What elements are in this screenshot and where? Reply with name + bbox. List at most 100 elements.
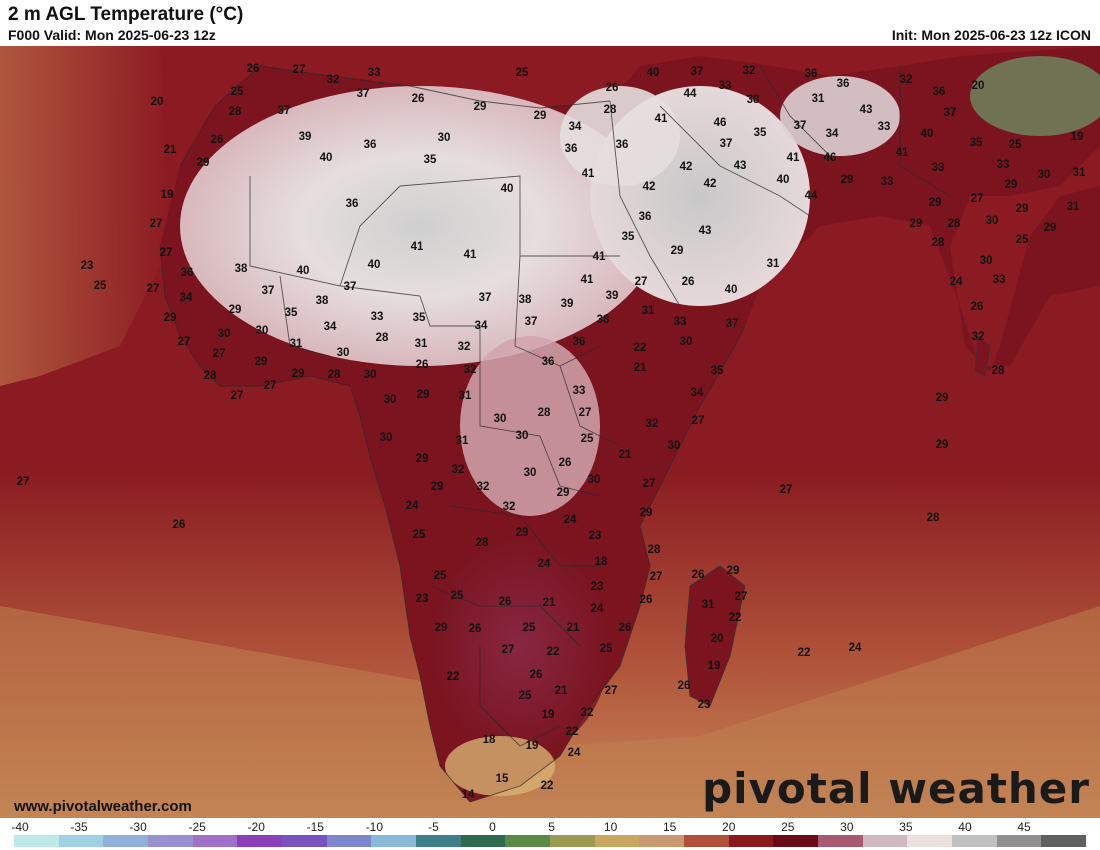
temperature-label: 34 [179, 292, 193, 304]
sri-lanka-outline [974, 335, 991, 377]
map-canvas [0, 46, 1100, 818]
temperature-label: 37 [793, 120, 807, 132]
temperature-label: 37 [478, 292, 492, 304]
color-scale-segment [326, 835, 372, 847]
temperature-label: 37 [277, 105, 291, 117]
temperature-label: 32 [971, 331, 985, 343]
temperature-label: 26 [691, 569, 705, 581]
temperature-label: 30 [383, 394, 397, 406]
color-scale-tick: 35 [899, 820, 913, 834]
temperature-label: 28 [537, 407, 551, 419]
temperature-label: 29 [416, 389, 430, 401]
temperature-label: 34 [323, 321, 337, 333]
temperature-label: 27 [970, 193, 984, 205]
temperature-label: 26 [529, 669, 543, 681]
temperature-label: 20 [971, 80, 985, 92]
temperature-label: 22 [446, 671, 460, 683]
temperature-label: 41 [786, 152, 800, 164]
temperature-label: 24 [405, 500, 419, 512]
temperature-label: 26 [970, 301, 984, 313]
temperature-label: 40 [319, 152, 333, 164]
website-label: www.pivotalweather.com [14, 798, 192, 815]
color-scale-tick: 25 [781, 820, 795, 834]
temperature-label: 28 [931, 237, 945, 249]
temperature-label: 34 [568, 121, 582, 133]
temperature-label: 25 [93, 280, 107, 292]
temperature-label: 28 [926, 512, 940, 524]
color-scale-tick: -10 [365, 820, 384, 834]
color-scale-segment [282, 835, 327, 847]
temperature-label: 30 [587, 474, 601, 486]
temperature-label: 22 [540, 780, 554, 792]
temperature-label: 24 [590, 603, 604, 615]
temperature-label: 19 [707, 660, 721, 672]
temperature-label: 32 [502, 501, 516, 513]
temperature-label: 25 [412, 529, 426, 541]
temperature-label: 26 [415, 359, 429, 371]
temperature-label: 28 [647, 544, 661, 556]
temperature-label: 38 [234, 263, 248, 275]
temperature-label: 39 [605, 290, 619, 302]
temperature-label: 29 [909, 218, 923, 230]
temperature-label: 41 [410, 241, 424, 253]
temperature-label: 23 [588, 530, 602, 542]
temperature-label: 41 [592, 251, 606, 263]
temperature-label: 29 [1004, 179, 1018, 191]
color-scale-segment [728, 835, 774, 847]
temperature-label: 35 [284, 307, 298, 319]
temperature-label: 35 [412, 312, 426, 324]
temperature-label: 33 [880, 176, 894, 188]
southern-africa-region [430, 536, 610, 756]
temperature-label: 22 [565, 726, 579, 738]
temperature-label: 29 [196, 157, 210, 169]
color-scale-tick: -5 [428, 820, 439, 834]
temperature-label: 23 [80, 260, 94, 272]
temperature-label: 40 [367, 259, 381, 271]
temperature-label: 37 [725, 318, 739, 330]
temperature-label: 37 [943, 107, 957, 119]
temperature-label: 18 [594, 556, 608, 568]
temperature-label: 32 [580, 707, 594, 719]
color-scale-segment [818, 835, 863, 847]
temperature-label: 26 [558, 457, 572, 469]
color-scale-segment [996, 835, 1042, 847]
temperature-label: 33 [673, 316, 687, 328]
temperature-label: 29 [1015, 203, 1029, 215]
temperature-label: 33 [718, 80, 732, 92]
temperature-label: 33 [877, 121, 891, 133]
temperature-label: 29 [254, 356, 268, 368]
cape-cool-region [445, 736, 555, 796]
temperature-label: 29 [473, 101, 487, 113]
temperature-map[interactable]: 20 26 27 32 33 25 40 37 33 32 36 36 32 36 20 25 37 26 29 26… [0, 46, 1100, 818]
temperature-label: 22 [797, 647, 811, 659]
temperature-label: 42 [679, 161, 693, 173]
madagascar-outline [684, 565, 746, 707]
temperature-label: 36 [541, 356, 555, 368]
color-scale-tick: -20 [247, 820, 265, 834]
color-scale-segment [192, 835, 238, 847]
temperature-label: 26 [210, 134, 224, 146]
temperature-label: 35 [710, 365, 724, 377]
temperature-label: 25 [433, 570, 447, 582]
temperature-label: 29 [434, 622, 448, 634]
temperature-label: 37 [690, 66, 704, 78]
temperature-label: 21 [633, 362, 647, 374]
temperature-label: 41 [654, 113, 668, 125]
temperature-label: 29 [515, 527, 529, 539]
temperature-label: 20 [710, 633, 724, 645]
temperature-label: 37 [261, 285, 275, 297]
temperature-label: 27 [177, 336, 191, 348]
temperature-label: 36 [615, 139, 629, 151]
temperature-label: 31 [458, 390, 472, 402]
temperature-label: 24 [949, 276, 963, 288]
temperature-label: 30 [363, 369, 377, 381]
temperature-label: 27 [292, 64, 306, 76]
temperature-label: 24 [848, 642, 862, 654]
temperature-label: 31 [289, 338, 303, 350]
temperature-label: 27 [734, 591, 748, 603]
temperature-label: 26 [677, 680, 691, 692]
temperature-label: 27 [501, 644, 515, 656]
temperature-label: 30 [437, 132, 451, 144]
sahara-hot-region [180, 86, 660, 366]
temperature-label: 29 [928, 197, 942, 209]
